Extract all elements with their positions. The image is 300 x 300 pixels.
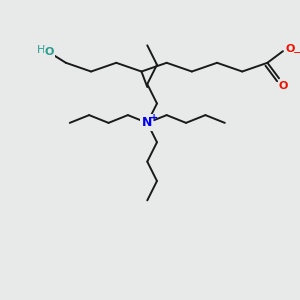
- Text: O: O: [45, 47, 54, 57]
- Text: O: O: [278, 81, 288, 91]
- Text: +: +: [150, 113, 158, 123]
- Text: −: −: [293, 48, 300, 58]
- Text: H: H: [37, 45, 45, 55]
- Text: O: O: [286, 44, 296, 54]
- Text: N: N: [142, 116, 152, 129]
